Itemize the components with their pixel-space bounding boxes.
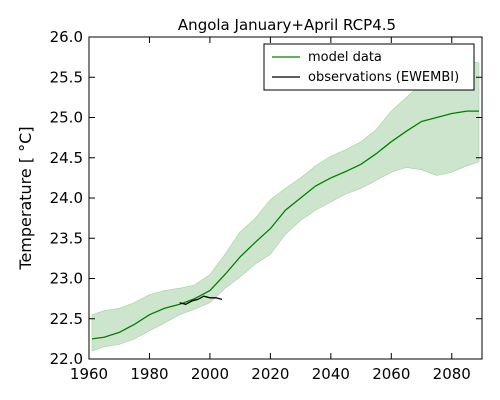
y-tick-label: 24.0 <box>50 189 83 207</box>
y-tick-label: 22.0 <box>50 350 83 368</box>
x-tick-label: 2080 <box>433 365 471 383</box>
model-data-line <box>91 110 479 340</box>
model-range-band-layer <box>91 60 480 352</box>
model-range-band <box>91 60 480 352</box>
y-tick-label: 22.5 <box>50 310 83 328</box>
legend-box <box>263 43 475 91</box>
chart-title: Angola January+April RCP4.5 <box>178 16 396 34</box>
x-tick-label: 2020 <box>251 365 289 383</box>
x-tick-label: 2040 <box>312 365 350 383</box>
legend-label-observations: observations (EWEMBI) <box>308 70 459 85</box>
series-lines-layer <box>91 110 479 340</box>
y-tick-label: 25.5 <box>50 68 83 86</box>
y-tick-label: 23.0 <box>50 270 83 288</box>
x-tick-label: 2060 <box>372 365 410 383</box>
y-tick-label: 25.0 <box>50 109 83 127</box>
legend: model data observations (EWEMBI) <box>263 43 475 91</box>
axis-ticks-layer: 1960 1980 2000 2020 2040 2060 2080 22.0 22.5 23.0… <box>50 28 482 383</box>
legend-label-model-data: model data <box>308 50 382 65</box>
y-tick-label: 23.5 <box>50 229 83 247</box>
y-tick-label: 26.0 <box>50 28 83 46</box>
x-tick-label: 2000 <box>191 365 229 383</box>
y-axis-label: Temperature [ °C] <box>16 126 35 270</box>
observations-line <box>179 295 223 305</box>
x-tick-label: 1980 <box>130 365 168 383</box>
x-tick-label: 1960 <box>70 365 108 383</box>
y-tick-label: 24.5 <box>50 149 83 167</box>
